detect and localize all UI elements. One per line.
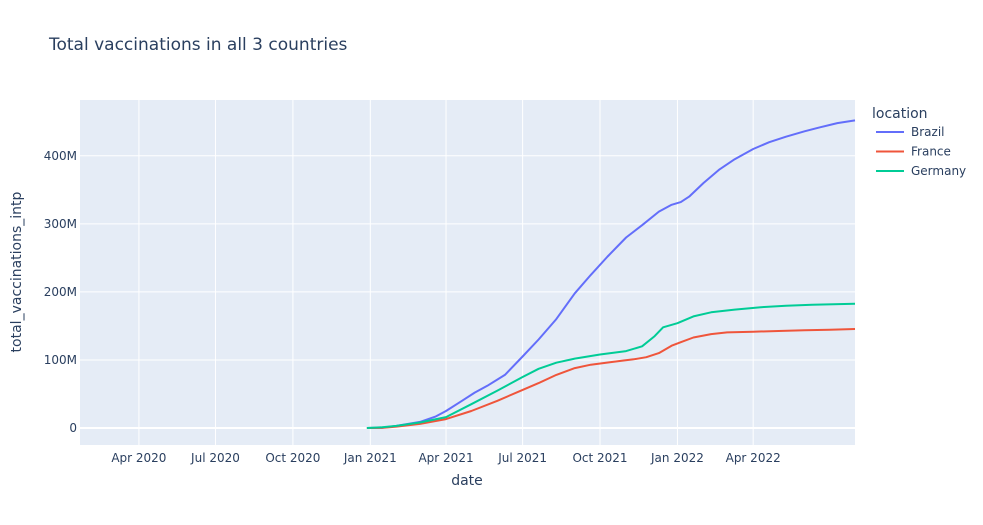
series-line-germany[interactable]: [366, 302, 856, 429]
x-tick-label: Jan 2021: [343, 451, 397, 465]
x-tick-label: Oct 2021: [572, 451, 627, 465]
legend[interactable]: location Brazil France Germany: [872, 106, 966, 178]
x-tick-label: Jan 2022: [650, 451, 704, 465]
x-tick-label: Apr 2022: [726, 451, 781, 465]
y-tick-label: 400M: [44, 149, 77, 163]
y-tick-label: 100M: [44, 353, 77, 367]
x-tick-label: Jul 2020: [190, 451, 240, 465]
y-tick-label: 0: [69, 421, 77, 435]
y-tick-label: 300M: [44, 217, 77, 231]
series-line-france[interactable]: [366, 328, 856, 429]
series-line-brazil[interactable]: [366, 119, 856, 429]
legend-item-germany[interactable]: Germany: [911, 164, 966, 178]
legend-item-france[interactable]: France: [911, 145, 951, 159]
chart-title: Total vaccinations in all 3 countries: [48, 35, 348, 55]
x-tick-label: Apr 2021: [418, 451, 473, 465]
legend-item-brazil[interactable]: Brazil: [911, 125, 945, 139]
x-tick-label: Apr 2020: [111, 451, 166, 465]
x-axis-label: date: [451, 473, 483, 489]
x-tick-label: Jul 2021: [497, 451, 547, 465]
x-tick-label: Oct 2020: [265, 451, 320, 465]
y-axis-label: total_vaccinations_intp: [9, 191, 25, 352]
plot-area: [80, 100, 855, 445]
legend-title: location: [872, 106, 928, 122]
y-tick-label: 200M: [44, 285, 77, 299]
